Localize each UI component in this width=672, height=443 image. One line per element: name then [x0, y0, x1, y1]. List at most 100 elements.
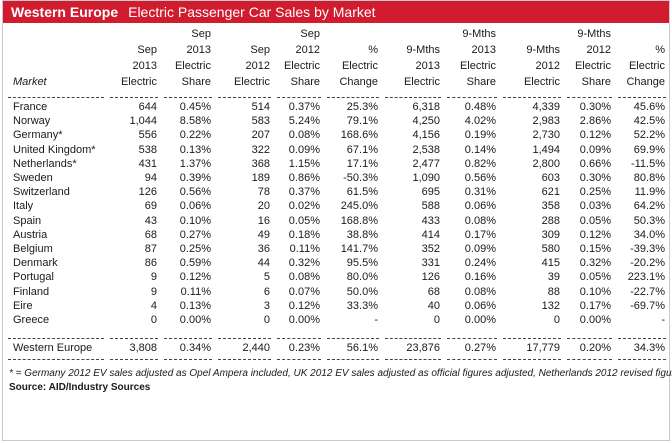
divider-line [503, 96, 561, 98]
header-cell: 9-Mths [577, 28, 611, 40]
table-cell: 0.12% [579, 228, 611, 241]
header-cell: Share [181, 76, 211, 88]
divider-cell [274, 356, 324, 362]
table-cell: 0.12% [288, 299, 320, 312]
table-cell: 1,044 [129, 115, 157, 128]
table-cell: 0.05% [288, 214, 320, 227]
table-cell: 0.17% [579, 299, 611, 312]
header-cell: Sep [250, 44, 270, 56]
header-cell: Share [581, 76, 611, 88]
table-cell: 5 [263, 271, 270, 284]
table-cell: 514 [251, 101, 270, 113]
market-name: Greece [13, 314, 50, 327]
table-row: United Kingdom* 538 0.13% 322 0.09% 67.1% 2,53… [5, 143, 669, 157]
table-cell: 0.00% [179, 314, 211, 327]
table-cell: 4.02% [464, 115, 496, 128]
table-cell: 64.2% [633, 200, 665, 213]
header-cell: Electric [628, 60, 665, 72]
table-cell: 0.17% [464, 228, 496, 241]
table-cell: 141.7% [340, 243, 378, 256]
market-name: Spain [13, 214, 42, 227]
divider-line [618, 337, 666, 339]
table-cell: 11.9% [634, 186, 665, 199]
table-cell: 1.15% [288, 157, 320, 170]
table-cell: -22.7% [630, 285, 665, 298]
table-cell: -50.3% [343, 172, 378, 185]
divider-line [8, 96, 104, 98]
table-cell: 1,090 [412, 172, 440, 185]
divider-cell [382, 94, 444, 100]
table-cell: 0.09% [579, 143, 611, 156]
table-cell: 644 [138, 101, 157, 113]
table-cell: 78 [257, 186, 270, 199]
table-cell: 0 [150, 314, 157, 327]
header-cell: 9-Mths [406, 44, 440, 56]
divider-line [218, 358, 271, 360]
table-cell: 0.13% [179, 143, 211, 156]
header-row: Sep 2013 Sep 2012% 9-Mths 2013 9-Mths 2012% [5, 42, 669, 58]
table-cell: 415 [541, 257, 560, 270]
table-cell: 0.13% [179, 299, 211, 312]
table-cell: 0.37% [288, 101, 320, 113]
table-cell: 52.2% [633, 129, 665, 142]
table-cell: 0.10% [579, 285, 611, 298]
table-row: Spain 43 0.10% 16 0.05% 168.8% 433 0.08% 288 0.05… [5, 214, 669, 228]
table-cell: 580 [541, 243, 560, 256]
table-row: Germany* 556 0.22% 207 0.08% 168.6% 4,156 0.19%… [5, 128, 669, 142]
table-cell: -20.2% [630, 257, 665, 270]
divider-line [385, 358, 441, 360]
table-row: Greece 0 0.00% 0 0.00% - 0 0.00% 0 0.00% - [5, 313, 669, 327]
market-name: Italy [13, 200, 34, 213]
table-cell: 189 [251, 172, 270, 185]
header-cell: Change [626, 76, 665, 88]
table-cell: 433 [421, 214, 440, 227]
header-cell: 2013 [471, 44, 496, 56]
table-cell: 49 [257, 228, 270, 241]
divider-line [110, 337, 158, 339]
header-row: Market Electric Share Electric Share Change El… [5, 74, 669, 94]
table-cell: 0.82% [464, 157, 496, 170]
table-cell: 0.30% [579, 172, 611, 185]
table-cell: 0.08% [464, 214, 496, 227]
market-name: Germany* [13, 129, 63, 142]
header-cell: Electric [120, 76, 157, 88]
table-row: France 644 0.45% 514 0.37% 25.3% 6,318 0.48% 4,3… [5, 100, 669, 114]
divider-cell [564, 335, 615, 341]
divider-line [164, 358, 212, 360]
table-cell: 67.1% [346, 143, 378, 156]
divider-line [567, 337, 612, 339]
header-row: 2013 Electric 2012 Electric Electric 2013 Elec… [5, 58, 669, 74]
divider-cell [444, 356, 500, 362]
table-cell: 0.59% [179, 257, 211, 270]
table-cell: 69.9% [633, 143, 665, 156]
table-cell: 9 [150, 285, 157, 298]
table-cell: 0.37% [288, 186, 320, 199]
table-cell: 368 [251, 157, 270, 170]
table-cell: 0.24% [464, 257, 496, 270]
market-name: United Kingdom* [13, 143, 96, 156]
divider-row [5, 335, 669, 341]
header-cell: Sep [137, 44, 157, 56]
table-cell: 0.14% [464, 143, 496, 156]
table-cell: 322 [251, 143, 270, 156]
divider-line [164, 337, 212, 339]
divider-cell [564, 356, 615, 362]
table-cell: 44 [257, 257, 270, 270]
divider-line [618, 96, 666, 98]
header-cell: 2012 [586, 44, 611, 56]
table-cell: - [661, 314, 665, 327]
table-cell: 0.07% [288, 285, 320, 298]
divider-line [567, 96, 612, 98]
divider-cell [107, 94, 161, 100]
market-name: Austria [13, 228, 48, 241]
table-cell: 79.1% [346, 115, 378, 128]
table-cell: 358 [541, 200, 560, 213]
table-cell: 0.56% [464, 172, 496, 185]
table-row: Sweden 94 0.39% 189 0.86% -50.3% 1,090 0.56% 603… [5, 171, 669, 185]
header-cell: Share [466, 76, 496, 88]
divider-line [618, 358, 666, 360]
table-cell: -39.3% [630, 243, 665, 256]
table-cell: 431 [138, 157, 157, 170]
total-cell: 3,808 [129, 342, 157, 355]
divider-cell [500, 335, 564, 341]
